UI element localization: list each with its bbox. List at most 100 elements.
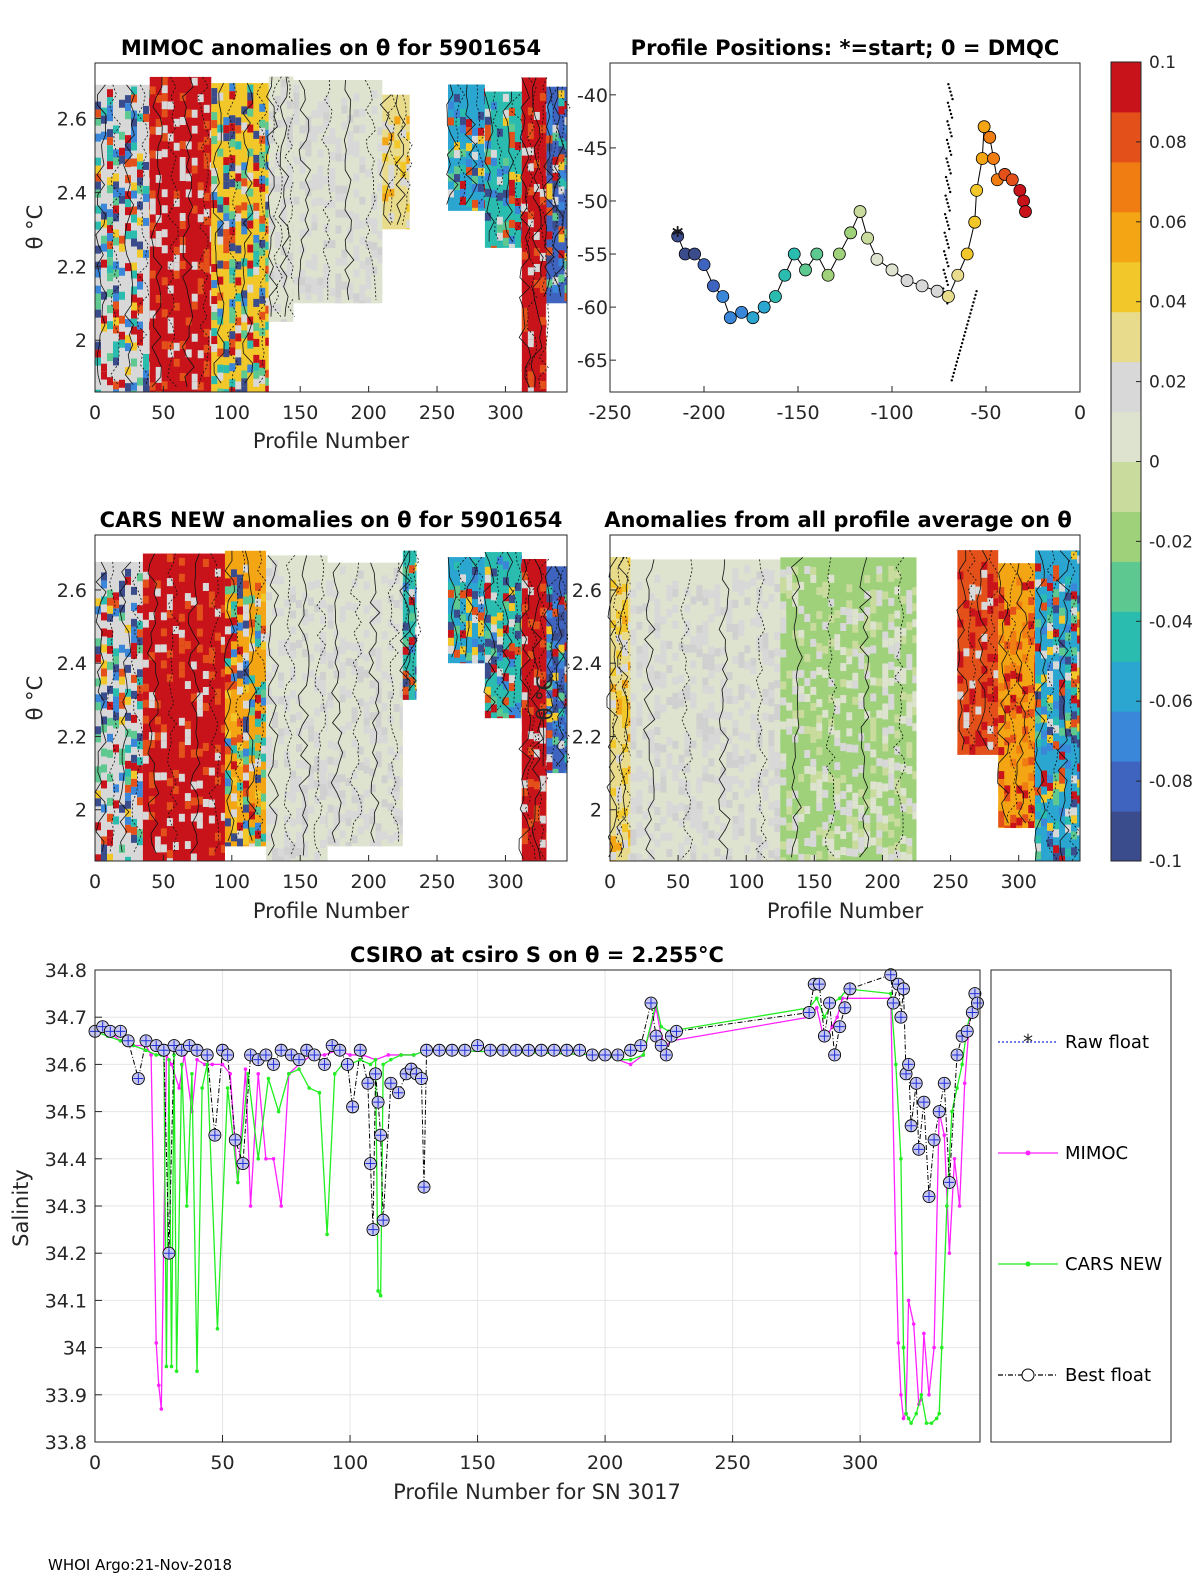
anomaly-cell	[365, 113, 372, 122]
anomaly-cell	[666, 641, 673, 650]
anomaly-cell	[1010, 758, 1017, 767]
anomaly-cell	[178, 813, 185, 822]
anomaly-cell	[672, 684, 679, 693]
anomaly-cell	[363, 581, 370, 590]
anomaly-cell	[229, 179, 236, 188]
anomaly-cell	[149, 118, 156, 127]
anomaly-cell	[369, 728, 376, 737]
anomaly-cell	[726, 855, 733, 861]
anomaly-cell	[365, 209, 372, 218]
contour-line	[398, 550, 411, 691]
anomaly-cell	[326, 836, 328, 845]
anomaly-cell	[101, 676, 107, 685]
coast-dot	[965, 327, 968, 330]
anomaly-cell	[224, 642, 231, 651]
anomaly-cell	[1016, 705, 1023, 714]
anomaly-cell	[154, 836, 161, 845]
anomaly-cell	[335, 249, 342, 258]
anomaly-cell	[95, 285, 101, 294]
anomaly-cell	[762, 640, 769, 649]
anomaly-cell	[834, 778, 841, 787]
anomaly-cell	[399, 593, 403, 602]
anomaly-cell	[179, 261, 186, 270]
anomaly-cell	[191, 213, 198, 222]
anomaly-cell	[780, 833, 787, 842]
anomaly-cell	[490, 189, 497, 198]
anomaly-cell	[756, 643, 763, 652]
anomaly-cell	[266, 696, 273, 705]
anomaly-cell	[160, 604, 167, 613]
anomaly-segment	[518, 558, 550, 861]
anomaly-cell	[107, 321, 113, 330]
anomaly-cell	[1028, 597, 1035, 606]
anomaly-cell	[101, 572, 107, 581]
anomaly-cell	[876, 814, 883, 823]
anomaly-cell	[1065, 632, 1072, 641]
anomaly-cell	[696, 721, 703, 730]
anomaly-cell	[1041, 626, 1048, 635]
anomaly-cell	[242, 732, 249, 741]
anomaly-cell	[274, 304, 281, 313]
contour-line	[475, 84, 487, 205]
anomaly-cell	[345, 641, 352, 650]
anomaly-cell	[209, 146, 212, 155]
anomaly-cell	[101, 580, 107, 589]
anomaly-cell	[858, 829, 865, 838]
x-tick-label: 200	[350, 402, 386, 424]
anomaly-cell	[293, 220, 300, 229]
anomaly-cell	[545, 191, 547, 200]
anomaly-cell	[552, 736, 559, 745]
contour-line	[240, 82, 254, 384]
anomaly-cell	[496, 192, 503, 201]
profile-position-point	[960, 247, 974, 261]
anomaly-cell	[119, 235, 125, 244]
anomaly-cell	[496, 708, 503, 717]
profile-position-point	[853, 205, 867, 218]
anomaly-cell	[564, 738, 567, 747]
anomaly-segment	[484, 91, 524, 248]
anomaly-cell	[242, 756, 249, 765]
anomaly-cell	[483, 96, 485, 105]
anomaly-cell	[119, 195, 125, 204]
anomaly-cell	[539, 703, 546, 712]
anomaly-cell	[113, 205, 119, 214]
anomaly-cell	[900, 835, 907, 844]
anomaly-cell	[459, 164, 466, 173]
anomaly-cell	[1077, 699, 1080, 708]
anomaly-cell	[1071, 727, 1078, 736]
series-point	[896, 1341, 901, 1345]
anomaly-cell	[196, 556, 203, 565]
anomaly-cell	[173, 118, 180, 127]
x-tick-label: 250	[419, 871, 455, 893]
anomaly-cell	[339, 758, 346, 767]
anomaly-cell	[107, 161, 113, 170]
anomaly-cell	[564, 125, 567, 134]
anomaly-cell	[564, 261, 567, 270]
anomaly-cell	[178, 837, 185, 846]
anomaly-cell	[628, 774, 631, 783]
anomaly-cell	[339, 630, 346, 639]
anomaly-cell	[696, 593, 703, 602]
anomaly-cell	[810, 718, 817, 727]
anomaly-cell	[684, 756, 691, 765]
anomaly-cell	[666, 801, 673, 810]
anomaly-cell	[217, 260, 224, 269]
anomaly-cell	[774, 848, 781, 857]
anomaly-cell	[335, 265, 342, 274]
anomaly-cell	[465, 119, 472, 128]
anomaly-cell	[387, 675, 394, 684]
anomaly-cell	[876, 798, 883, 807]
anomaly-cell	[502, 157, 509, 166]
anomaly-cell	[508, 603, 515, 612]
anomaly-cell	[636, 813, 643, 822]
anomaly-cell	[320, 807, 327, 816]
anomaly-cell	[545, 848, 547, 857]
anomaly-cell	[508, 651, 515, 660]
raw-float-star	[393, 1087, 404, 1098]
anomaly-cell	[1041, 698, 1048, 707]
anomaly-cell	[628, 830, 631, 839]
anomaly-cell	[347, 147, 354, 156]
anomaly-cell	[320, 639, 327, 648]
anomaly-cell	[203, 344, 210, 353]
anomaly-cell	[235, 381, 242, 390]
